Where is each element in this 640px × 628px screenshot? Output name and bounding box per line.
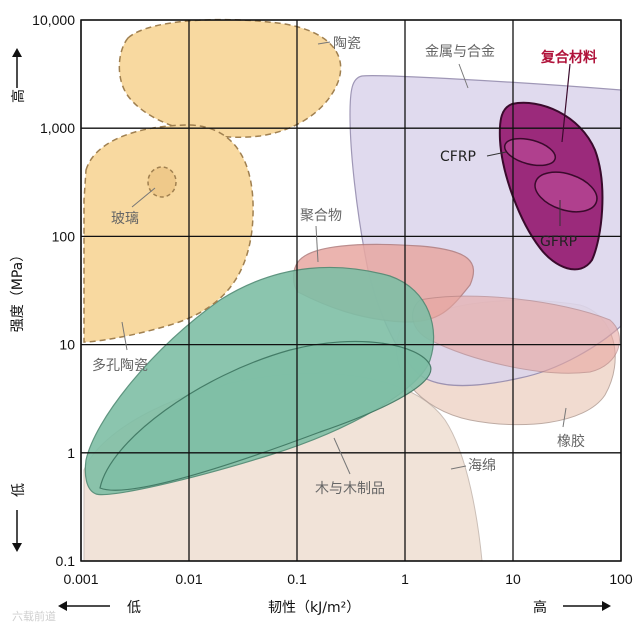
x-tick-label: 0.001 <box>63 571 98 587</box>
y-axis-title-group: 强度（MPa） <box>10 248 26 332</box>
svg-text:高: 高 <box>10 89 27 103</box>
x-tick-label: 0.1 <box>287 571 307 587</box>
y-low-indicator: 低 <box>11 483 27 552</box>
y-tick-label: 1 <box>67 445 75 461</box>
arrow-left-icon <box>58 601 67 611</box>
y-high-indicator: 高 <box>10 48 27 103</box>
svg-text:高: 高 <box>533 599 547 616</box>
region-cfrp <box>503 137 557 167</box>
label-rubber: 橡胶 <box>557 433 585 450</box>
label-polymers: 聚合物 <box>300 208 342 224</box>
label-cfrp: CFRP <box>440 149 476 165</box>
region-labels: 陶瓷 玻璃 多孔陶瓷 金属与合金 复合材料 CFRP GFRP 聚合物 橡胶 木… <box>92 36 597 497</box>
label-glass: 玻璃 <box>111 210 139 227</box>
y-tick-label: 0.1 <box>56 553 76 569</box>
region-porous-ceramics <box>83 124 254 343</box>
x-tick-labels: 0.001 0.01 0.1 1 10 100 <box>63 571 632 587</box>
x-axis-title: 韧性（kJ/m²） <box>268 600 360 616</box>
x-low-indicator: 低 <box>58 600 141 616</box>
arrow-right-icon <box>602 601 611 611</box>
label-metals: 金属与合金 <box>425 44 495 60</box>
label-wood: 木与木制品 <box>315 481 385 497</box>
label-ceramics: 陶瓷 <box>333 36 361 52</box>
label-composites: 复合材料 <box>540 49 597 66</box>
svg-text:低: 低 <box>11 483 27 497</box>
x-tick-label: 100 <box>609 571 633 587</box>
arrow-down-icon <box>12 543 22 552</box>
y-tick-labels: 0.1 1 10 100 1,000 10,000 <box>32 12 75 569</box>
x-tick-label: 1 <box>401 571 409 587</box>
label-porous-ceramics: 多孔陶瓷 <box>92 357 148 374</box>
region-glass <box>147 166 177 198</box>
x-tick-label: 0.01 <box>175 571 202 587</box>
plot-frame <box>80 19 622 562</box>
label-gfrp: GFRP <box>540 234 577 250</box>
y-tick-label: 100 <box>52 228 76 244</box>
y-tick-label: 10 <box>59 337 75 353</box>
watermark: 六载前道 <box>12 609 56 623</box>
svg-text:低: 低 <box>127 600 141 616</box>
label-sponge: 海绵 <box>468 457 496 474</box>
y-axis-title: 强度（MPa） <box>10 248 26 332</box>
y-tick-label: 1,000 <box>40 120 75 136</box>
arrow-up-icon <box>12 48 22 57</box>
y-tick-label: 10,000 <box>32 12 75 28</box>
x-high-indicator: 高 <box>533 599 611 616</box>
x-tick-label: 10 <box>505 571 521 587</box>
